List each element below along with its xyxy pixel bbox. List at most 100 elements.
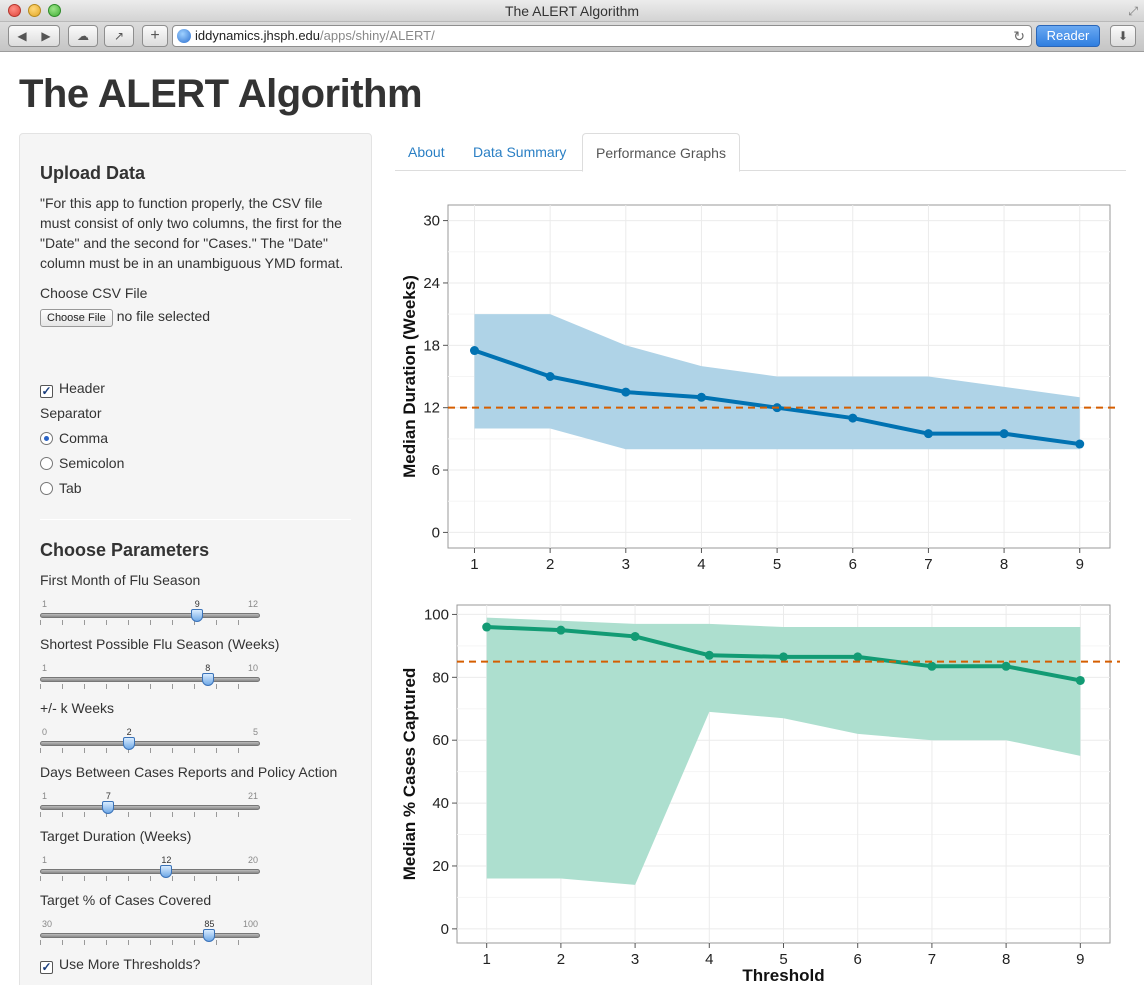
url-path: /apps/shiny/ALERT/ [320, 28, 435, 43]
data-point [999, 429, 1009, 439]
data-point [927, 661, 937, 671]
tab-performance-graphs[interactable]: Performance Graphs [582, 133, 740, 172]
x-tick-label: 5 [773, 556, 781, 573]
forward-icon[interactable]: ▶ [41, 29, 51, 43]
plus-icon: + [150, 27, 160, 44]
reader-button[interactable]: Reader [1036, 25, 1100, 47]
zoom-window-button[interactable] [48, 4, 61, 17]
separator-option-comma[interactable]: Comma [40, 430, 351, 446]
data-point [630, 631, 640, 641]
slider-max: 20 [247, 855, 258, 865]
days-between-slider[interactable]: 1 21 7 [40, 791, 260, 823]
downloads-button[interactable]: ⬇ [1110, 25, 1136, 47]
y-tick-label: 40 [432, 795, 449, 812]
slider-track[interactable] [40, 741, 260, 746]
globe-icon [177, 29, 191, 43]
slider-label: Shortest Possible Flu Season (Weeks) [40, 636, 280, 652]
header-checkbox[interactable]: ✓ [40, 384, 53, 398]
slider-handle[interactable] [160, 865, 173, 878]
close-window-button[interactable] [8, 4, 21, 17]
file-status: no file selected [116, 308, 211, 324]
slider-max: 100 [242, 919, 258, 929]
slider-min: 1 [42, 791, 48, 801]
more-thresholds-checkbox[interactable]: ✓ [40, 960, 53, 974]
fullscreen-icon[interactable]: ⤢ [1128, 4, 1138, 18]
section-divider [40, 519, 351, 520]
y-tick-label: 30 [423, 213, 440, 230]
tab-label: Tab [59, 480, 82, 496]
slider-label: Target Duration (Weeks) [40, 828, 192, 844]
x-tick-label: 4 [697, 556, 705, 573]
slider-value: 7 [105, 791, 111, 801]
x-tick-label: 4 [705, 951, 713, 968]
k-weeks-slider[interactable]: 0 5 2 [40, 727, 260, 759]
y-tick-label: 0 [441, 921, 449, 938]
x-tick-label: 8 [1000, 556, 1008, 573]
slider-label: +/- k Weeks [40, 700, 115, 716]
tab-data-summary[interactable]: Data Summary [473, 144, 567, 160]
share-button[interactable]: ↗ [104, 25, 134, 47]
new-tab-button[interactable]: + [142, 25, 168, 47]
slider-track[interactable] [40, 805, 260, 810]
slider-handle[interactable] [201, 673, 214, 686]
target-duration-slider[interactable]: 1 20 12 [40, 855, 260, 887]
data-point [848, 413, 858, 423]
icloud-tabs-button[interactable]: ☁ [68, 25, 98, 47]
slider-handle[interactable] [203, 929, 216, 942]
slider-min: 0 [42, 727, 48, 737]
first-month-slider[interactable]: 1 12 9 [40, 599, 260, 631]
separator-label: Separator [40, 405, 102, 421]
y-tick-label: 24 [423, 275, 440, 292]
slider-track[interactable] [40, 869, 260, 874]
slider-handle[interactable] [102, 801, 115, 814]
slider-value: 8 [205, 663, 211, 673]
file-input: Choose File no file selected [40, 308, 351, 327]
slider-max: 10 [247, 663, 258, 673]
slider-track[interactable] [40, 613, 260, 618]
data-point [545, 372, 555, 381]
tab-about[interactable]: About [408, 144, 445, 160]
shortest-season-slider[interactable]: 1 10 8 [40, 663, 260, 695]
reload-icon[interactable]: ↻ [1013, 28, 1025, 44]
slider-max: 21 [247, 791, 258, 801]
browser-toolbar: ◀ ▶ ☁ ↗ + iddynamics.jhsph.edu/apps/shiny… [0, 22, 1144, 52]
minimize-window-button[interactable] [28, 4, 41, 17]
sidebar-panel: Upload Data "For this app to function pr… [19, 133, 372, 985]
tab-radio[interactable] [40, 482, 53, 495]
slider-ticks [40, 940, 260, 945]
share-icon: ↗ [113, 29, 125, 43]
data-point [779, 652, 788, 662]
slider-ticks [40, 684, 260, 689]
comma-label: Comma [59, 430, 109, 446]
slider-ticks [40, 748, 260, 753]
separator-option-tab[interactable]: Tab [40, 480, 351, 496]
data-point [469, 346, 479, 356]
more-thresholds-option[interactable]: ✓ Use More Thresholds? [40, 956, 351, 974]
slider-ticks [40, 812, 260, 817]
slider-handle[interactable] [123, 737, 136, 750]
page-title: The ALERT Algorithm [19, 72, 423, 116]
target-cases-slider[interactable]: 30 100 85 [40, 919, 260, 951]
slider-track[interactable] [40, 677, 260, 682]
tab-bar: About Data Summary Performance Graphs [395, 133, 1126, 172]
address-bar[interactable]: iddynamics.jhsph.edu/apps/shiny/ALERT/ ↻ [172, 25, 1032, 47]
semicolon-radio[interactable] [40, 457, 53, 470]
slider-handle[interactable] [191, 609, 204, 622]
slider-track[interactable] [40, 933, 260, 938]
header-option[interactable]: ✓ Header [40, 380, 351, 398]
upload-heading: Upload Data [40, 163, 146, 183]
range-band [486, 617, 1081, 885]
x-tick-label: 5 [779, 951, 787, 968]
x-tick-label: 9 [1076, 556, 1084, 573]
choose-file-button[interactable]: Choose File [40, 309, 113, 327]
data-point [621, 387, 631, 397]
comma-radio[interactable] [40, 432, 53, 445]
data-point [853, 652, 863, 662]
slider-label: Target % of Cases Covered [40, 892, 212, 908]
slider-ticks [40, 620, 260, 625]
separator-option-semicolon[interactable]: Semicolon [40, 455, 351, 471]
back-icon[interactable]: ◀ [17, 29, 27, 43]
data-point [1075, 675, 1085, 685]
x-axis-title: Threshold [742, 966, 824, 985]
y-axis-title: Median Duration (Weeks) [400, 275, 419, 478]
